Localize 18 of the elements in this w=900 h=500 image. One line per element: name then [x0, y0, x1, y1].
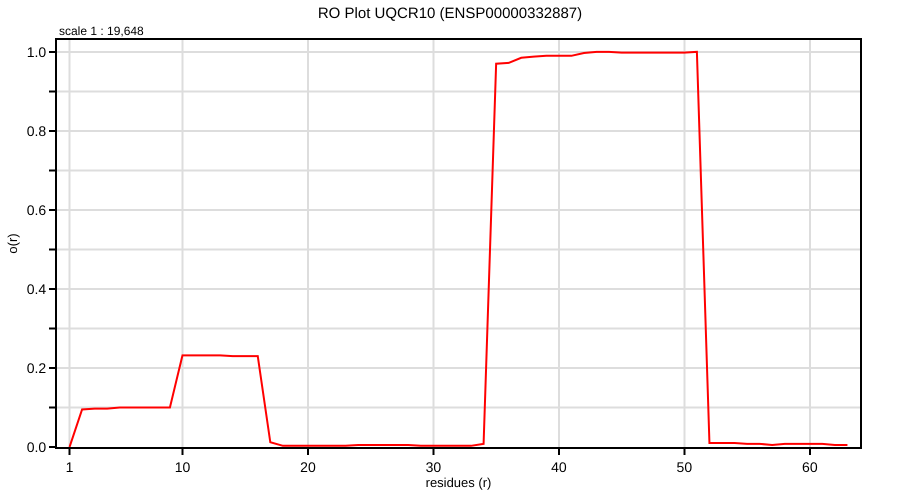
x-tick-label: 40	[551, 458, 567, 475]
line-series	[68, 50, 848, 447]
x-axis-title: residues (r)	[426, 474, 492, 490]
y-tick-label: 0.4	[26, 280, 46, 297]
x-tick-label: 10	[174, 458, 190, 475]
chart-title: RO Plot UQCR10 (ENSP00000332887)	[318, 5, 582, 22]
y-tick-label: 0.2	[26, 360, 46, 376]
y-tick-label: 0.6	[26, 202, 46, 218]
y-tick-label: 0.8	[26, 122, 46, 139]
x-tick-label: 60	[802, 458, 818, 475]
y-tick-label: 0.0	[26, 438, 46, 455]
text: scale 1 : 19,648	[59, 24, 144, 38]
y-axis-title: o(r)	[5, 233, 20, 254]
x-tick-label: 50	[676, 458, 692, 475]
y-tick-label: 1.0	[26, 44, 46, 60]
x-tick-label: 20	[300, 458, 316, 475]
x-tick-label: 1	[66, 458, 74, 475]
x-tick-label: 30	[426, 458, 442, 475]
